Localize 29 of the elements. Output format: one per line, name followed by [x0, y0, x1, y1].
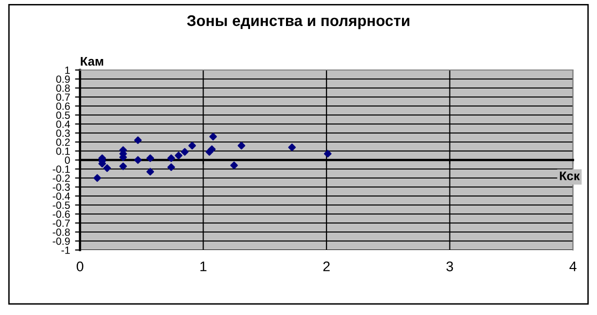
x-tick-label: 1 [200, 262, 206, 272]
y-tick-label: 0.6 [56, 102, 70, 110]
x-tick-label: 3 [446, 261, 453, 272]
y-axis-title: Кам [80, 57, 104, 66]
y-tick-label: -0.3 [52, 184, 70, 191]
y-tick-label: -0.6 [52, 210, 70, 218]
y-tick-label: 0.4 [56, 120, 70, 128]
y-tick-label: 0 [64, 156, 70, 164]
y-tick-label: 0.5 [56, 112, 70, 119]
y-tick-label: -0.7 [52, 220, 70, 227]
y-tick-label: 0.1 [56, 148, 70, 155]
y-tick-label: -0.2 [52, 174, 70, 182]
x-tick-label: 2 [323, 261, 330, 272]
y-tick-label: -0.5 [52, 202, 70, 209]
y-tick-label: 0.3 [56, 130, 70, 137]
y-tick-label: -1 [61, 246, 70, 254]
x-axis-title: Кск [560, 172, 580, 180]
x-tick-label: 4 [569, 262, 576, 272]
y-tick-label: 1 [65, 66, 70, 74]
y-tick-label: 0.2 [56, 138, 70, 146]
y-tick-label: 0.8 [56, 84, 70, 92]
y-tick-label: -0.9 [52, 238, 70, 245]
y-tick-label: -0.8 [52, 228, 70, 236]
y-tick-label: -0.4 [52, 192, 70, 200]
y-tick-label: 0.9 [56, 76, 70, 83]
y-tick-label: -0.1 [52, 166, 70, 173]
y-tick-label: 0.7 [56, 94, 70, 101]
x-tick-label: 0 [76, 261, 84, 272]
chart-title: Зоны единства и полярности [187, 15, 410, 30]
